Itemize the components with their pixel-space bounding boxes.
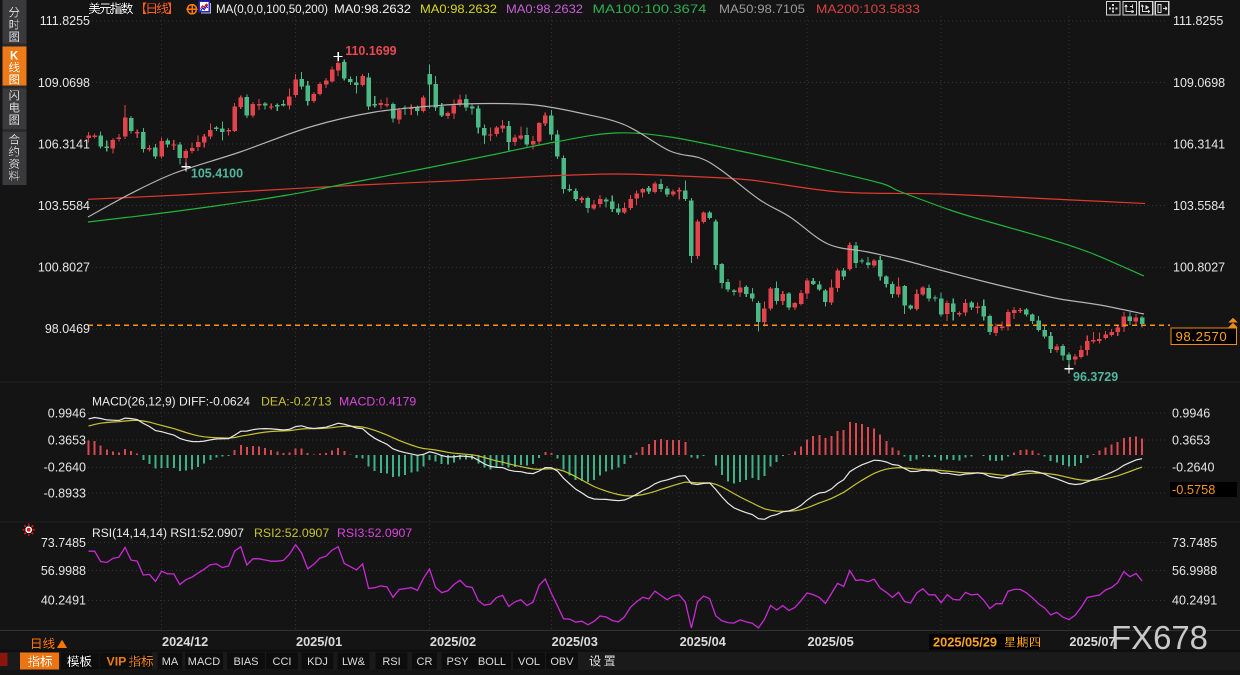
svg-text:111.8255: 111.8255 xyxy=(40,14,90,28)
svg-text:MA100:100.3674: MA100:100.3674 xyxy=(593,2,707,16)
svg-text:40.2491: 40.2491 xyxy=(41,594,86,608)
svg-text:96.3729: 96.3729 xyxy=(1073,370,1118,384)
svg-text:0.9946: 0.9946 xyxy=(48,406,86,420)
svg-text:2025/01: 2025/01 xyxy=(296,634,342,649)
svg-text:2025/02: 2025/02 xyxy=(430,634,476,649)
svg-text:2025/07: 2025/07 xyxy=(1069,634,1115,649)
svg-text:105.4100: 105.4100 xyxy=(191,167,243,181)
svg-text:MACD: MACD xyxy=(188,656,220,668)
svg-text:BIAS: BIAS xyxy=(233,656,258,668)
svg-text:RSI3:52.0907: RSI3:52.0907 xyxy=(337,526,412,540)
svg-text:100.8027: 100.8027 xyxy=(1173,261,1225,275)
svg-text:MA0:98.2632: MA0:98.2632 xyxy=(334,2,411,16)
svg-text:109.0698: 109.0698 xyxy=(1173,76,1225,90)
svg-text:OBV: OBV xyxy=(550,656,574,668)
svg-text:MA0:98.2632: MA0:98.2632 xyxy=(420,2,497,16)
svg-text:RSI2:52.0907: RSI2:52.0907 xyxy=(254,526,329,540)
svg-text:KDJ: KDJ xyxy=(307,656,328,668)
svg-text:2025/04: 2025/04 xyxy=(680,634,727,649)
svg-text:-0.5758: -0.5758 xyxy=(1172,482,1215,497)
svg-text:2025/05: 2025/05 xyxy=(807,634,853,649)
svg-text:98.2570: 98.2570 xyxy=(1176,329,1228,344)
svg-text:-0.8933: -0.8933 xyxy=(44,486,86,500)
svg-text:56.9988: 56.9988 xyxy=(41,564,86,578)
svg-text:MA50:98.7105: MA50:98.7105 xyxy=(719,2,805,16)
svg-text:0.9946: 0.9946 xyxy=(1172,406,1210,420)
svg-text:-0.2640: -0.2640 xyxy=(1172,461,1214,475)
svg-text:MACD(26,12,9) DIFF:-0.0624: MACD(26,12,9) DIFF:-0.0624 xyxy=(92,395,250,409)
svg-text:K: K xyxy=(10,51,19,63)
svg-text:VOL: VOL xyxy=(518,656,540,668)
svg-text:100.8027: 100.8027 xyxy=(38,261,90,275)
svg-text:0.3653: 0.3653 xyxy=(48,434,86,448)
svg-text:111.8255: 111.8255 xyxy=(1173,14,1223,28)
svg-text:MACD:0.4179: MACD:0.4179 xyxy=(339,395,416,409)
svg-text:2024/12: 2024/12 xyxy=(162,634,208,649)
svg-text:VIP: VIP xyxy=(107,655,127,669)
svg-text:106.3141: 106.3141 xyxy=(38,137,90,151)
svg-text:2025/03: 2025/03 xyxy=(552,634,598,649)
svg-text:MA200:103.5833: MA200:103.5833 xyxy=(816,2,920,16)
svg-text:73.7485: 73.7485 xyxy=(41,536,86,550)
svg-text:RSI(14,14,14) RSI1:52.0907: RSI(14,14,14) RSI1:52.0907 xyxy=(92,526,244,540)
svg-text:103.5584: 103.5584 xyxy=(1173,199,1225,213)
svg-text:LW&: LW& xyxy=(342,656,366,668)
svg-text:BOLL: BOLL xyxy=(478,656,506,668)
svg-text:103.5584: 103.5584 xyxy=(38,199,90,213)
svg-text:MA0:98.2632: MA0:98.2632 xyxy=(506,2,583,16)
svg-text:RSI: RSI xyxy=(382,656,400,668)
svg-text:98.0469: 98.0469 xyxy=(45,322,90,336)
svg-text:56.9988: 56.9988 xyxy=(1172,564,1217,578)
svg-text:0.3653: 0.3653 xyxy=(1172,434,1210,448)
svg-text:40.2491: 40.2491 xyxy=(1172,594,1217,608)
svg-text:MA: MA xyxy=(162,656,179,668)
svg-text:MA(0,0,0,100,50,200): MA(0,0,0,100,50,200) xyxy=(216,2,328,16)
svg-text:110.1699: 110.1699 xyxy=(345,44,396,58)
svg-text:2025/05/29: 2025/05/29 xyxy=(933,635,997,650)
svg-text:-0.2640: -0.2640 xyxy=(44,461,86,475)
svg-text:106.3141: 106.3141 xyxy=(1173,137,1225,151)
svg-text:PSY: PSY xyxy=(446,656,469,668)
svg-text:DEA:-0.2713: DEA:-0.2713 xyxy=(261,395,332,409)
svg-text:CR: CR xyxy=(417,656,433,668)
svg-text:CCI: CCI xyxy=(273,656,292,668)
svg-text:109.0698: 109.0698 xyxy=(38,76,90,90)
svg-text:73.7485: 73.7485 xyxy=(1172,536,1217,550)
